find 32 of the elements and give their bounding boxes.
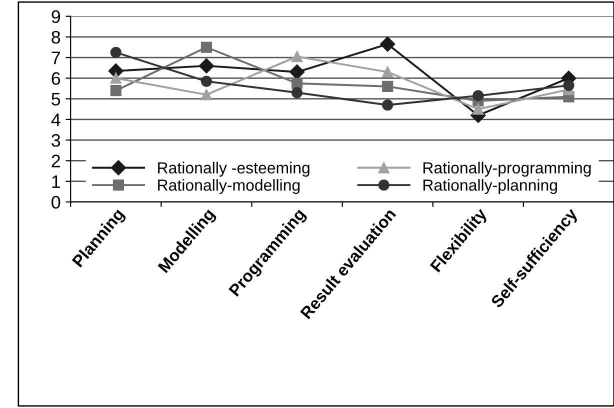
y-tick-label: 8: [52, 30, 60, 44]
legend-label: Rationally-planning: [423, 179, 557, 194]
point: [472, 104, 484, 115]
point: [200, 42, 212, 53]
point: [291, 87, 303, 98]
y-tick-label: 5: [52, 92, 60, 106]
y-tick-label: 9: [52, 10, 60, 24]
y-tick-label: 6: [52, 72, 60, 85]
point: [472, 90, 484, 102]
legend-label: Rationally -esteeming: [158, 162, 310, 177]
point: [198, 58, 214, 74]
point: [382, 66, 394, 78]
point: [291, 78, 303, 89]
point: [110, 46, 122, 58]
y-tick-label: 1: [52, 175, 60, 188]
point: [291, 50, 303, 62]
legend-label: Rationally-modelling: [158, 179, 300, 194]
y-tick-label: 7: [52, 52, 60, 64]
y-tick-label: 4: [51, 114, 60, 126]
point: [200, 89, 212, 100]
point: [380, 36, 396, 52]
point: [110, 72, 122, 84]
point: [200, 76, 212, 87]
y-tick-label: 2: [52, 154, 60, 168]
point: [110, 85, 122, 96]
y-tick-label: 0: [52, 196, 60, 209]
point: [563, 80, 574, 91]
point: [289, 64, 305, 80]
point: [382, 80, 394, 92]
y-tick-label: 3: [52, 134, 60, 147]
legend-label: Rationally-programming: [423, 162, 591, 177]
point: [382, 99, 394, 111]
